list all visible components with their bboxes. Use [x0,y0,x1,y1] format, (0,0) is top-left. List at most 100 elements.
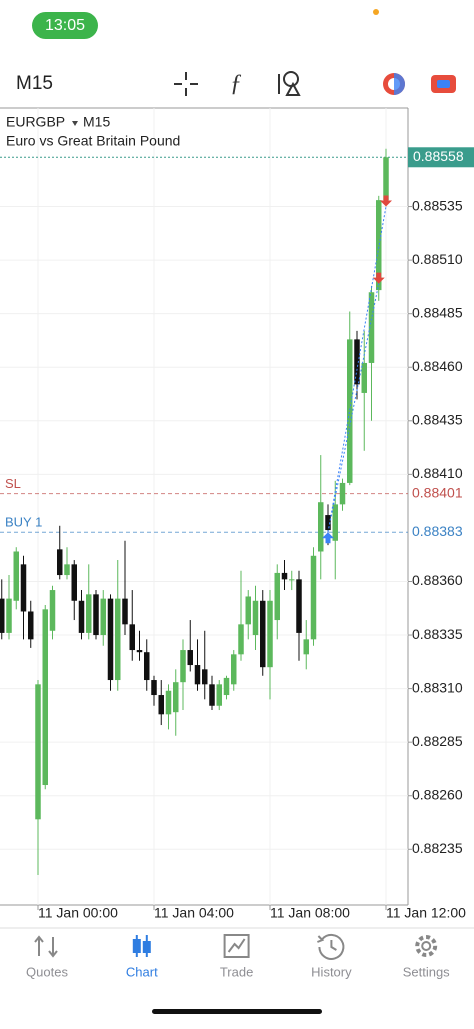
y-tick-label: 0.88335 [412,626,463,642]
nav-label: Chart [126,964,158,979]
y-tick-label: 0.88360 [412,572,463,588]
candle-body [122,598,128,625]
plot [0,108,412,910]
nav-item[interactable]: Chart [126,935,158,979]
candle-body [194,665,201,685]
y-tick-label: 0.88435 [412,412,463,428]
nav-label: Settings [403,964,450,979]
candle-body [165,690,172,715]
y-tick-label: 0.88285 [412,733,463,749]
candle-body [231,654,237,685]
nav-label: Quotes [26,964,68,979]
candle-body [260,600,266,668]
home-indicator [152,1009,322,1014]
candle-body [354,339,360,385]
y-tick-label: 0.88535 [412,197,463,213]
nav-icon [223,934,250,958]
nav-icon [132,935,151,957]
candle-body [376,200,382,291]
order-arrow [380,195,392,207]
candle-body [238,624,244,655]
nav-item[interactable]: History [311,933,352,980]
candle-body [339,482,346,505]
candle-body [318,502,324,552]
candle-body [86,594,92,633]
candle-body [274,572,280,621]
candle-body [136,650,143,653]
candle-body [93,594,99,636]
nav-label: History [311,964,352,979]
status-dot [373,9,379,15]
candle-body [107,598,114,681]
indicators-icon[interactable]: ƒ [230,71,242,97]
nav-icon [34,935,58,958]
candle-body [209,684,215,706]
timeframe-button[interactable]: M15 [16,73,53,94]
level-name: BUY 1 [5,515,42,530]
candle-body [347,339,353,483]
candle-body [144,652,150,681]
level-name: SL [5,476,21,491]
candle-body [100,598,106,636]
candle-body [13,551,19,601]
level-price: 0.88401 [412,484,463,500]
current-price-box [408,147,474,168]
candle-body [28,611,34,640]
chart-timeframe: M15 [83,114,110,130]
candle-body [71,564,77,601]
y-tick-label: 0.88260 [412,786,463,802]
candle-body [223,677,230,696]
nav-item[interactable]: Settings [403,935,450,979]
nav-icon [317,933,345,960]
candle-body [115,598,121,681]
candle-body [57,549,63,576]
candle-body [180,650,186,683]
nav-label: Trade [220,964,253,979]
candle-body [187,650,193,666]
x-tick-label: 11 Jan 04:00 [154,905,234,921]
status-time: 13:05 [45,17,85,34]
order-arrow [322,532,334,544]
candle-body [361,362,367,393]
candle-body [245,596,251,625]
candle-body [173,682,179,713]
objects-icon[interactable] [278,71,301,96]
candle-body [289,579,295,581]
order-arrow [372,272,385,284]
level-price: 0.88383 [412,523,463,539]
y-tick-label: 0.88235 [412,840,463,856]
candle-body [310,555,317,640]
symbol-description: Euro vs Great Britain Pound [6,133,180,149]
y-tick-label: 0.88460 [412,358,463,374]
candle-body [296,579,302,633]
candle-body [202,669,208,685]
candle-body [325,515,331,531]
y-tick-label: 0.88485 [412,304,463,320]
dropdown-icon [72,121,78,126]
x-tick-label: 11 Jan 00:00 [38,905,118,921]
x-tick-label: 11 Jan 08:00 [270,905,350,921]
candle-body [42,609,48,786]
nav-item[interactable]: Trade [220,934,253,979]
candle-body [281,572,288,580]
candle-body [383,157,389,201]
one-click-icon[interactable] [383,73,405,95]
candle-body [129,624,135,651]
bottom-nav: Quotes Chart Trade History Settings [26,933,450,980]
crosshair-icon[interactable] [174,72,198,96]
nav-item[interactable]: Quotes [26,935,68,979]
y-tick-label: 0.88410 [412,465,463,481]
candle-body [6,598,12,633]
x-tick-label: 11 Jan 12:00 [386,905,466,921]
candle-body [64,564,70,576]
nav-icon [415,935,438,957]
status-pill [32,12,98,39]
y-tick-label: 0.88510 [412,251,463,267]
candle-body [303,639,309,655]
trade-connector [327,206,387,533]
candle-body [151,680,157,696]
trade-icon[interactable] [431,75,456,93]
y-tick-label: 0.88310 [412,679,463,695]
candle-body [35,684,41,820]
